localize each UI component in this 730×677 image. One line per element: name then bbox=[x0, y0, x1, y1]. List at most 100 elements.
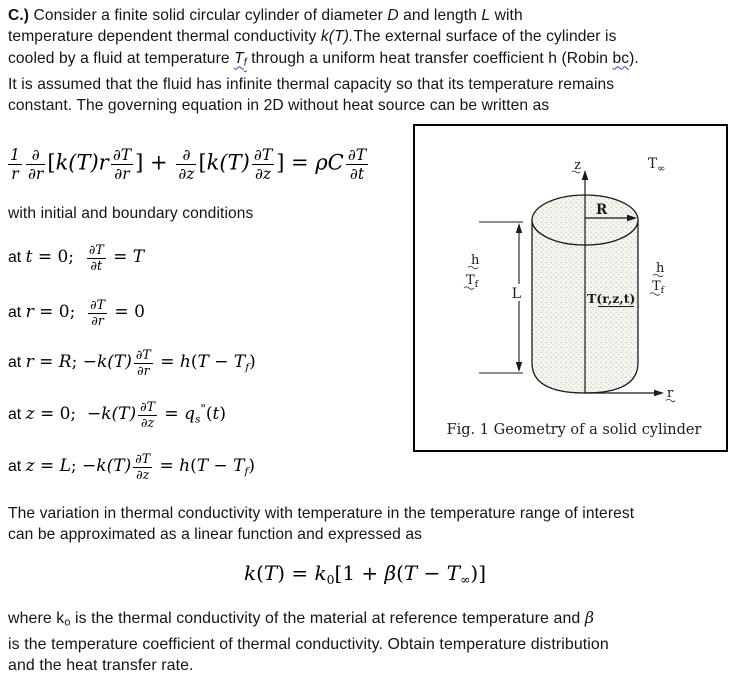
math-variable: r bbox=[25, 302, 34, 323]
fraction: ∂T ∂r bbox=[88, 297, 108, 329]
text-run: and the heat transfer rate. bbox=[8, 657, 194, 675]
eq-text: at bbox=[8, 354, 26, 372]
fraction-denominator: ∂t bbox=[349, 165, 365, 184]
math-variable: k bbox=[314, 561, 327, 585]
eq-text: = bbox=[107, 247, 133, 268]
math-variable: T bbox=[263, 561, 278, 585]
radius-arrowhead bbox=[627, 214, 637, 222]
tf-right-label: Tf bbox=[652, 279, 666, 296]
fraction-numerator: ∂T bbox=[345, 146, 369, 166]
eq-text: ( bbox=[205, 404, 213, 425]
r-axis-arrowhead bbox=[654, 389, 664, 397]
fraction-denominator: ∂t bbox=[90, 257, 103, 273]
cylinder-figure: z T∞ R L h Tf h Tf T(r,z,t) bbox=[447, 156, 702, 438]
math-variable: t bbox=[25, 247, 33, 268]
math-variable: k(T) bbox=[96, 456, 132, 477]
h-left-squiggle bbox=[467, 265, 479, 270]
governing-equation: 1 r ∂ ∂r [k(T)r ∂T ∂r] + ∂ ∂z [k(T) ∂T ∂z] = ρC ∂T ∂… bbox=[6, 146, 370, 184]
math-variable: T bbox=[403, 561, 418, 585]
math-variable: T bbox=[233, 352, 246, 373]
problem-statement: C.) Consider a finite solid circular cyl… bbox=[8, 5, 726, 116]
eq-text: = bbox=[33, 352, 59, 373]
math-variable: ρC bbox=[315, 150, 344, 175]
text-run: with bbox=[490, 7, 523, 24]
math-variable: k(T) bbox=[96, 352, 132, 373]
h-right-squiggle bbox=[652, 273, 664, 278]
eq-text: − bbox=[208, 352, 234, 373]
math-variable: T bbox=[446, 561, 461, 585]
text-run: β bbox=[584, 608, 595, 627]
t-infinity-label: T∞ bbox=[648, 156, 665, 175]
text-run: D bbox=[387, 7, 399, 24]
fraction-numerator: ∂T bbox=[133, 451, 153, 468]
conductivity-equation: k(T) = k0[1 + β(T − T∞)] bbox=[0, 561, 730, 587]
eq-text: ) bbox=[249, 352, 256, 373]
text-run: Consider a finite solid circular cylinde… bbox=[29, 7, 388, 24]
eq-text: ) = bbox=[277, 561, 315, 585]
text-run: f bbox=[243, 56, 247, 69]
math-variable: z bbox=[25, 456, 35, 477]
fraction-numerator: ∂T bbox=[138, 399, 158, 416]
z-axis-arrowhead bbox=[581, 170, 589, 180]
bc-zL-equation: at z = L; −k(T) ∂T ∂z = h(T − Tf) bbox=[8, 451, 256, 483]
math-variable: z bbox=[25, 404, 35, 425]
fraction-denominator: ∂r bbox=[27, 165, 44, 184]
fraction-numerator: ∂ bbox=[25, 146, 46, 166]
length-arrow-up bbox=[515, 223, 523, 233]
text-line: cooled by a fluid at temperature Tf thro… bbox=[8, 48, 726, 74]
fraction-denominator: ∂z bbox=[140, 414, 155, 430]
subscript: ∞ bbox=[460, 571, 471, 587]
text-line: can be approximated as a linear function… bbox=[8, 526, 422, 544]
eq-text: = 0 bbox=[109, 302, 145, 323]
length-label: L bbox=[512, 286, 521, 302]
math-variable: L bbox=[59, 456, 71, 477]
eq-text: at bbox=[8, 304, 26, 322]
fraction-denominator: r bbox=[11, 165, 19, 184]
eq-text: ( bbox=[256, 561, 264, 585]
eq-text: ] = bbox=[276, 150, 316, 175]
fraction-numerator: ∂ bbox=[176, 146, 197, 166]
radius-label: R bbox=[596, 202, 608, 218]
fraction: ∂ ∂r bbox=[25, 146, 46, 184]
eq-text: at bbox=[8, 406, 26, 424]
fraction-denominator: ∂z bbox=[254, 165, 272, 184]
eq-text: ( bbox=[190, 352, 198, 373]
figure-caption: Fig. 1 Geometry of a solid cylinder bbox=[447, 422, 702, 438]
text-run: constant. The governing equation in 2D w… bbox=[8, 96, 550, 114]
math-variable: R bbox=[58, 352, 72, 373]
eq-text: ( bbox=[190, 456, 197, 477]
superscript: " bbox=[200, 402, 206, 417]
text-line: The variation in thermal conductivity wi… bbox=[8, 505, 635, 522]
text-run: through a uniform heat transfer coeffici… bbox=[246, 49, 613, 67]
fraction: ∂T ∂z bbox=[251, 146, 275, 184]
math-variable: k(T) bbox=[206, 150, 250, 175]
text-run: o bbox=[64, 616, 71, 629]
h-right-label: h bbox=[656, 261, 665, 276]
math-variable: k(T) bbox=[101, 404, 137, 425]
text-run: The external surface of the cylinder is bbox=[353, 28, 617, 46]
math-variable: h bbox=[179, 352, 191, 373]
initial-condition-equation: at t = 0; ∂T ∂t = T bbox=[8, 242, 144, 274]
text-line: and the heat transfer rate. bbox=[8, 655, 726, 676]
eq-text: [1 + bbox=[334, 561, 385, 585]
fraction-numerator: ∂T bbox=[86, 242, 106, 259]
text-run: is the temperature coefficient of therma… bbox=[8, 635, 609, 653]
eq-text: ) bbox=[248, 456, 256, 477]
text-line: where ko is the thermal conductivity of … bbox=[8, 607, 726, 634]
text-run: temperature dependent thermal conductivi… bbox=[8, 28, 321, 46]
eq-text: ( bbox=[396, 561, 404, 585]
r-underline-squiggle bbox=[665, 398, 676, 403]
text-run: L bbox=[481, 7, 491, 24]
text-line: is the temperature coefficient of therma… bbox=[8, 634, 726, 655]
fraction-numerator: ∂T bbox=[133, 347, 153, 364]
math-variable: T bbox=[197, 352, 209, 373]
fraction-numerator: 1 bbox=[8, 146, 22, 166]
eq-text: [ bbox=[198, 150, 207, 175]
math-variable: β bbox=[384, 561, 397, 585]
eq-text: [ bbox=[47, 150, 56, 175]
fraction-denominator: ∂r bbox=[114, 165, 130, 184]
length-arrow-down bbox=[515, 362, 523, 372]
subscript: s bbox=[194, 413, 201, 426]
tf-left-squiggle bbox=[463, 286, 475, 290]
